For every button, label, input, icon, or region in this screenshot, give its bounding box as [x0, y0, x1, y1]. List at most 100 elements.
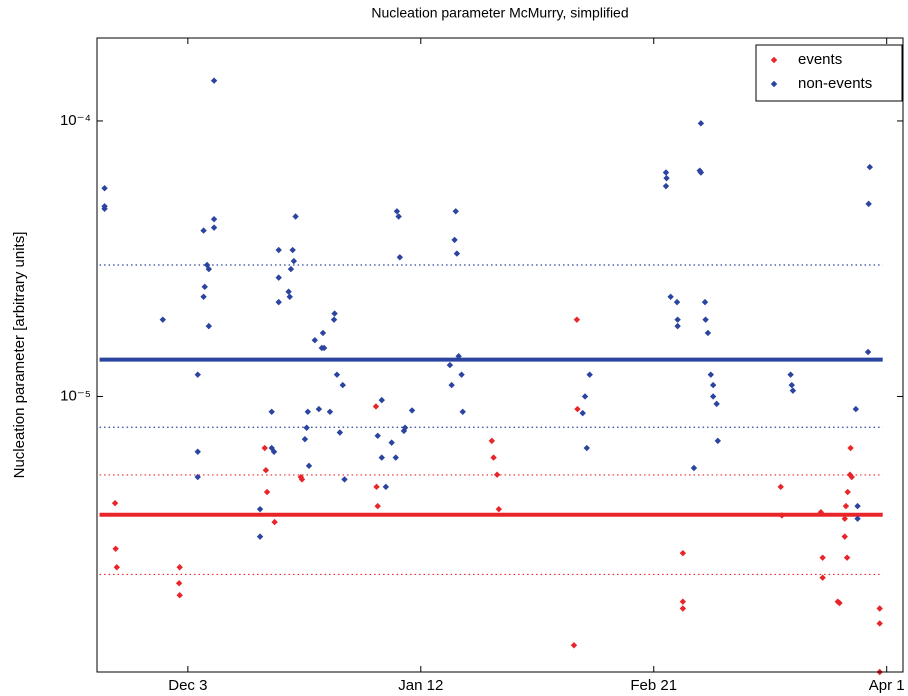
- data-point: [697, 120, 705, 127]
- data-point: [679, 598, 687, 605]
- legend-label: events: [798, 51, 842, 68]
- data-point: [290, 257, 298, 265]
- data-point: [378, 454, 385, 461]
- data-point: [393, 208, 401, 215]
- y-tick-label: 10⁻⁵: [60, 387, 91, 404]
- data-point: [852, 405, 860, 413]
- data-point: [662, 182, 670, 190]
- x-tick-label: Feb 21: [630, 677, 677, 694]
- data-point: [210, 77, 218, 84]
- data-point: [111, 499, 119, 507]
- data-point: [261, 444, 268, 452]
- data-point: [210, 224, 218, 231]
- data-point: [262, 467, 270, 474]
- data-point: [336, 429, 344, 436]
- data-point: [709, 393, 717, 400]
- data-point: [842, 502, 850, 510]
- data-point: [305, 462, 313, 470]
- data-point: [848, 473, 855, 481]
- data-point: [488, 437, 496, 445]
- data-point: [446, 361, 454, 369]
- data-point: [448, 381, 455, 389]
- data-point: [573, 316, 581, 323]
- data-point: [787, 371, 794, 378]
- chart-title: Nucleation parameter McMurry, simplified: [371, 5, 628, 21]
- data-point: [205, 322, 213, 330]
- data-point: [451, 236, 458, 244]
- data-point: [570, 642, 578, 649]
- y-axis-label: Nucleation parameter [arbitrary units]: [11, 232, 28, 479]
- data-point: [459, 408, 466, 415]
- x-tick-label: Dec 3: [168, 677, 207, 694]
- data-point: [876, 620, 883, 627]
- data-point: [271, 518, 278, 526]
- data-point: [210, 215, 218, 223]
- data-point: [777, 483, 784, 491]
- data-point: [458, 371, 465, 378]
- legend-marker: [770, 56, 778, 64]
- data-point: [865, 200, 872, 208]
- data-point: [194, 371, 201, 378]
- data-point: [662, 169, 670, 176]
- x-tick-label: Jan 12: [398, 677, 443, 694]
- data-point: [836, 599, 843, 607]
- data-point: [298, 476, 306, 483]
- data-point: [679, 605, 687, 612]
- data-point: [382, 483, 390, 491]
- data-point: [392, 454, 399, 461]
- data-point: [270, 448, 278, 455]
- data-point: [396, 254, 404, 261]
- data-point: [817, 509, 825, 516]
- data-point: [333, 371, 341, 378]
- data-point: [373, 483, 380, 491]
- legend-box: [755, 44, 903, 102]
- data-point: [311, 337, 319, 344]
- data-point: [331, 310, 338, 317]
- data-point: [301, 435, 309, 443]
- data-point: [275, 298, 282, 306]
- data-point: [574, 405, 581, 413]
- data-point: [292, 213, 299, 220]
- data-point: [194, 448, 201, 455]
- data-point: [819, 554, 826, 561]
- data-point: [285, 288, 292, 295]
- data-point: [581, 393, 589, 400]
- data-point: [159, 316, 167, 323]
- data-point: [263, 488, 271, 496]
- data-point: [378, 396, 385, 404]
- data-point: [408, 407, 416, 414]
- data-point: [674, 316, 681, 323]
- data-point: [583, 444, 590, 452]
- data-point: [674, 322, 681, 330]
- data-point: [175, 580, 183, 587]
- data-point: [455, 353, 462, 360]
- data-point: [453, 250, 461, 257]
- data-point: [176, 591, 183, 599]
- data-point: [330, 316, 338, 323]
- data-point: [374, 432, 381, 439]
- data-point: [579, 409, 586, 417]
- data-point: [709, 381, 717, 389]
- data-point: [679, 549, 687, 557]
- data-point: [201, 283, 208, 291]
- data-point: [200, 293, 207, 301]
- data-point: [205, 265, 213, 273]
- data-point: [326, 408, 334, 415]
- data-point: [493, 471, 501, 478]
- data-point: [401, 424, 409, 431]
- y-tick-label: 10⁻⁴: [60, 112, 91, 129]
- data-point: [113, 564, 121, 571]
- data-point: [690, 464, 698, 472]
- data-point: [289, 246, 296, 254]
- data-point: [789, 387, 797, 394]
- data-point: [843, 554, 851, 561]
- data-point: [101, 203, 108, 210]
- data-point: [844, 488, 851, 496]
- data-point: [697, 169, 705, 176]
- legend-label: non-events: [798, 75, 872, 92]
- data-point: [194, 473, 201, 481]
- data-point: [374, 502, 381, 510]
- data-point: [490, 454, 497, 461]
